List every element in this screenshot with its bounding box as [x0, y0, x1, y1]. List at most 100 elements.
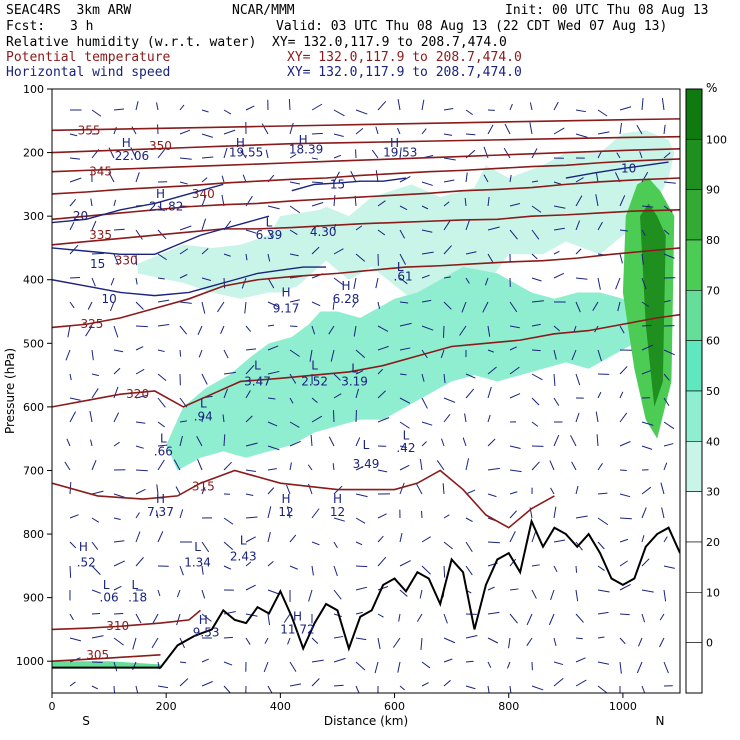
annotation-52: 19.53 — [383, 146, 417, 160]
wind-arrow-25 — [91, 109, 102, 117]
wind-arrow-100 — [156, 102, 159, 111]
wind-arrow-456 — [465, 251, 477, 255]
wind-arrow-648 — [619, 661, 622, 674]
wind-arrow-32 — [91, 277, 96, 287]
wind-arrow-418 — [421, 536, 431, 543]
annotation-42: 11.72 — [280, 622, 314, 636]
wind-arrow-125 — [179, 104, 185, 111]
wind-arrow-489 — [487, 438, 496, 447]
header-model: SEAC4RS 3km ARW — [6, 3, 132, 18]
wind-arrow-184 — [220, 325, 225, 334]
wind-arrow-209 — [245, 325, 252, 332]
wind-arrow-188 — [222, 414, 225, 423]
annotation-20: 3.49 — [353, 457, 380, 471]
rh-region-0 — [137, 130, 675, 299]
wind-arrow-331 — [355, 253, 366, 262]
wind-arrow-355 — [377, 229, 386, 236]
colorbar-tick-70: 70 — [706, 284, 720, 297]
wind-arrow-349 — [355, 685, 360, 693]
wind-arrow-293 — [311, 541, 320, 546]
wind-arrow-579 — [575, 195, 583, 207]
wind-label-1: 15 — [90, 257, 105, 271]
wind-contour-1 — [52, 215, 270, 256]
wind-arrow-416 — [416, 483, 423, 495]
wind-arrow-183 — [217, 301, 225, 313]
wind-arrow-497 — [487, 637, 499, 644]
wind-arrow-621 — [597, 611, 609, 615]
wind-arrow-298 — [311, 659, 324, 663]
wind-arrow-117 — [155, 510, 159, 519]
wind-arrow-255 — [289, 229, 298, 236]
wind-arrow-399 — [399, 685, 405, 691]
wind-arrow-206 — [245, 253, 248, 261]
wind-arrow-447 — [443, 637, 456, 644]
wind-arrow-414 — [421, 441, 427, 447]
wind-vectors — [64, 98, 676, 693]
wind-arrow-423 — [421, 661, 431, 669]
wind-contours: 10 15 20 15 10 — [52, 161, 669, 306]
annotation-2: L — [266, 216, 273, 230]
wind-arrow-415 — [419, 458, 423, 471]
wind-arrow-432 — [443, 276, 451, 279]
wind-arrow-420 — [419, 589, 423, 599]
wind-arrow-679 — [663, 205, 673, 213]
annotation-11: L — [311, 359, 318, 373]
wind-arrow-89 — [135, 445, 144, 449]
wind-arrow-397 — [392, 637, 401, 648]
terrain-line — [52, 518, 680, 669]
wind-arrow-200 — [245, 105, 255, 111]
rh-region-4 — [640, 203, 666, 407]
wind-arrow-576 — [575, 133, 588, 138]
wind-arrow-687 — [663, 397, 670, 407]
y-tick-label-400: 400 — [23, 274, 44, 287]
wind-arrow-545 — [531, 589, 537, 599]
wind-arrow-8 — [69, 301, 75, 309]
x-tick-label-1000: 1000 — [609, 700, 637, 713]
wind-arrow-383 — [399, 301, 409, 304]
wind-arrow-680 — [663, 229, 670, 235]
wind-arrow-493 — [487, 541, 500, 544]
wind-arrow-472 — [465, 634, 478, 639]
wind-arrow-683 — [663, 300, 671, 303]
wind-arrow-274 — [289, 683, 302, 687]
colorbar-tick-50: 50 — [706, 385, 720, 398]
wind-arrow-369 — [377, 556, 387, 567]
wind-arrow-643 — [619, 538, 629, 543]
wind-arrow-367 — [377, 513, 387, 519]
wind-arrow-647 — [619, 637, 626, 645]
wind-arrow-314 — [328, 436, 335, 447]
wind-arrow-118 — [157, 531, 164, 543]
wind-arrow-387 — [399, 397, 411, 404]
wind-arrow-453 — [465, 172, 468, 183]
wind-arrow-531 — [531, 253, 538, 260]
wind-arrow-616 — [597, 492, 608, 495]
wind-arrow-343 — [355, 541, 363, 546]
wind-arrow-533 — [531, 300, 544, 303]
wind-arrow-403 — [421, 181, 433, 186]
annotation-14: 3.19 — [341, 374, 368, 388]
wind-arrow-363 — [377, 417, 390, 423]
wind-arrow-217 — [245, 516, 258, 519]
annotation-28: 12 — [330, 505, 345, 519]
wind-arrow-275 — [311, 103, 323, 111]
wind-arrow-530 — [531, 229, 540, 240]
wind-arrow-311 — [333, 373, 341, 381]
wind-arrow-134 — [179, 325, 188, 335]
wind-arrow-115 — [157, 459, 165, 471]
wind-arrow-676 — [663, 124, 666, 135]
wind-arrow-504 — [509, 203, 521, 207]
wind-arrow-186 — [223, 371, 236, 375]
wind-arrow-318 — [333, 541, 338, 549]
wind-arrow-37 — [91, 388, 99, 399]
colorbar-tick-100: 100 — [706, 133, 727, 146]
wind-arrow-371 — [377, 613, 384, 618]
wind-arrow-207 — [241, 277, 247, 289]
wind-arrow-239 — [267, 445, 280, 451]
wind-arrow-290 — [307, 464, 313, 471]
wind-arrow-30 — [91, 220, 97, 231]
annotation-26: 12 — [278, 505, 293, 519]
wind-arrow-235 — [267, 345, 279, 351]
wind-arrow-74 — [113, 685, 116, 693]
wind-arrow-199 — [223, 685, 232, 693]
wind-arrow-307 — [333, 277, 344, 286]
